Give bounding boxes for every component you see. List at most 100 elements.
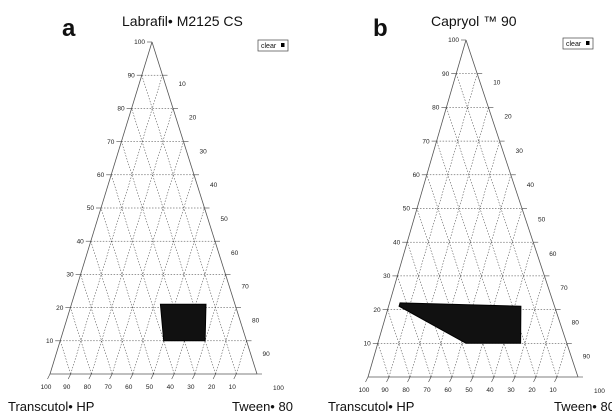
panel-b-tick-bottom-100 (365, 376, 369, 383)
panel-a-tick-label-bottom-50: 50 (146, 384, 154, 391)
panel-a-tick-label-bottom-20: 20 (208, 384, 216, 391)
panel-a-tick-label-right-50: 50 (221, 216, 229, 223)
panel-a-tick-label-right-80: 80 (252, 317, 260, 324)
panel-a-tick-label-bottom-80: 80 (84, 384, 92, 391)
panel-a-tick-label-bottom-30: 30 (187, 384, 195, 391)
panel-a-tick-bottom-20 (212, 373, 216, 380)
panel-b-tick-label-left-40: 40 (393, 239, 401, 246)
panel-b-tick-label-left-30: 30 (383, 273, 391, 280)
panel-a-grid-left-90 (59, 340, 71, 375)
panel-b-grid-right-80 (535, 309, 556, 378)
panel-a-tick-label-left-50: 50 (87, 205, 95, 212)
panel-b-tick-bottom-90 (386, 376, 390, 383)
panel-a-tick-label-left-60: 60 (97, 172, 105, 179)
panel-a-grid-right-10 (70, 75, 163, 375)
panel-b-left-corner-label: Transcutol• HP (328, 399, 414, 414)
panel-a-title: Labrafil• M2125 CS (122, 13, 243, 29)
panel-b-tick-label-right-100: 100 (594, 388, 605, 395)
panel-b-tick-label-left-10: 10 (364, 341, 372, 348)
panel-a: a Labrafil• M2125 CS Transcutol• HP Twee… (8, 13, 293, 414)
panel-b-tick-label-left-90: 90 (442, 71, 450, 78)
panel-b: b Capryol ™ 90 Transcutol• HP Tween• 80 … (328, 13, 612, 414)
panel-a-tick-label-left-70: 70 (107, 139, 115, 146)
panel-b-tick-label-right-30: 30 (516, 148, 524, 155)
panel-b-right-corner-label: Tween• 80 (554, 399, 612, 414)
panel-b-grid-left-50 (416, 208, 474, 378)
panel-b-clear-region (398, 302, 522, 344)
panel-b-legend-label: clear (566, 41, 582, 48)
panel-a-tick-label-left-20: 20 (56, 305, 64, 312)
panel-a-tick-label-right-30: 30 (200, 148, 208, 155)
panel-a-grid-right-70 (194, 274, 226, 375)
panel-a-tick-label-bottom-90: 90 (63, 384, 71, 391)
panel-a-tick-label-right-90: 90 (263, 351, 271, 358)
panel-a-tick-label-bottom-40: 40 (167, 384, 175, 391)
panel-a-tick-bottom-10 (233, 373, 237, 380)
panel-a-tick-label-bottom-100: 100 (41, 384, 52, 391)
panel-b-tick-label-bottom-40: 40 (486, 387, 494, 394)
panel-b-tick-label-left-80: 80 (432, 105, 440, 112)
panel-b-legend: clear (562, 37, 594, 50)
panel-b-tick-label-right-20: 20 (504, 114, 512, 121)
panel-a-tick-bottom-100 (47, 373, 51, 380)
panel-a-legend-swatch (281, 43, 285, 47)
panel-a-grid-left-70 (80, 274, 113, 375)
panel-a-tick-label-bottom-10: 10 (229, 384, 237, 391)
panel-a-left-corner-label: Transcutol• HP (8, 399, 94, 414)
panel-b-tick-label-left-100: 100 (448, 37, 459, 44)
panel-a-grid-left-10 (141, 75, 237, 375)
panel-a-tick-label-left-40: 40 (77, 238, 85, 245)
panel-a-tick-label-left-80: 80 (117, 106, 125, 113)
panel-b-tick-label-bottom-60: 60 (444, 387, 452, 394)
panel-a-tick-label-right-40: 40 (210, 182, 218, 189)
panel-b-tick-label-bottom-20: 20 (528, 387, 536, 394)
panel-a-tick-label-left-90: 90 (128, 72, 136, 79)
panel-b-tick-label-right-80: 80 (572, 319, 580, 326)
panel-b-ternary-plot: 10 10 10 20 20 20 30 30 30 40 40 40 50 50 50 60 60 60 70 70… (359, 37, 606, 395)
panel-a-tick-bottom-80 (88, 373, 92, 380)
panel-b-tick-label-bottom-10: 10 (549, 387, 557, 394)
panel-b-grid-right-90 (556, 343, 568, 378)
panel-b-grid-right-50 (472, 208, 523, 378)
panel-b-legend-swatch (586, 41, 590, 45)
panel-a-right-corner-label: Tween• 80 (232, 399, 293, 414)
panel-b-grid-left-90 (377, 343, 390, 378)
panel-b-tick-label-bottom-30: 30 (507, 387, 515, 394)
panel-b-tick-label-right-90: 90 (583, 354, 591, 361)
panel-a-tick-bottom-70 (109, 373, 113, 380)
panel-a-legend-label: clear (261, 43, 277, 50)
panel-b-grid-left-10 (455, 73, 558, 378)
panel-a-tick-bottom-50 (150, 373, 154, 380)
panel-b-grid-left-30 (436, 141, 516, 378)
panel-b-tick-bottom-30 (512, 376, 516, 383)
panel-b-tick-bottom-70 (428, 376, 432, 383)
panel-b-tick-bottom-80 (407, 376, 411, 383)
panel-a-tick-label-right-70: 70 (242, 284, 250, 291)
panel-a-grid-left-40 (110, 174, 175, 375)
panel-a-tick-bottom-40 (171, 373, 175, 380)
panel-b-tick-label-right-40: 40 (527, 182, 535, 189)
panel-a-tick-bottom-30 (192, 373, 196, 380)
panel-a-tick-label-right-10: 10 (179, 81, 187, 88)
panel-a-ternary-plot: 10 10 10 20 20 20 30 30 30 40 40 40 50 50 50 60 60 60 70 70… (41, 39, 285, 392)
panel-b-tick-bottom-20 (533, 376, 537, 383)
panel-b-tick-label-left-60: 60 (413, 172, 421, 179)
panel-b-tick-bottom-60 (449, 376, 453, 383)
panel-b-tick-bottom-40 (491, 376, 495, 383)
panel-a-tick-label-left-10: 10 (46, 338, 54, 345)
panel-b-tick-label-bottom-90: 90 (381, 387, 389, 394)
panel-b-tick-bottom-50 (470, 376, 474, 383)
panel-a-tick-label-bottom-70: 70 (104, 384, 112, 391)
panel-b-grid-right-70 (514, 275, 545, 378)
panel-b-letter: b (373, 15, 388, 42)
panel-a-tick-label-right-20: 20 (189, 115, 197, 122)
panel-b-tick-label-bottom-50: 50 (465, 387, 473, 394)
panel-b-title: Capryol ™ 90 (431, 13, 517, 29)
panel-b-tick-label-left-50: 50 (403, 206, 411, 213)
panel-b-tick-label-bottom-70: 70 (423, 387, 431, 394)
panel-b-tick-label-left-20: 20 (373, 307, 381, 314)
panel-b-tick-label-bottom-80: 80 (402, 387, 410, 394)
panel-a-tick-bottom-90 (67, 373, 71, 380)
panel-a-grid-left-80 (70, 307, 92, 375)
